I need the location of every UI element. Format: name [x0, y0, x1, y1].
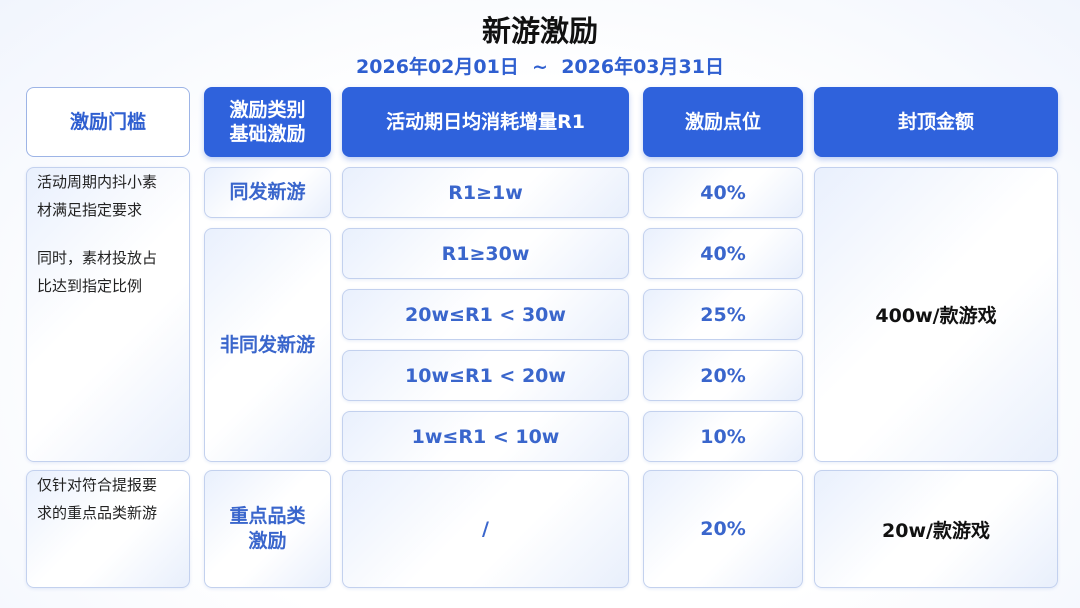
threshold-text: 活动周期内抖小素材满足指定要求: [37, 173, 158, 219]
rate-cell: 40%: [643, 167, 803, 218]
header-text: 激励类别: [229, 99, 306, 121]
range-cell: 20w≤R1 < 30w: [342, 289, 629, 340]
rate-text: 20%: [700, 518, 746, 540]
category-text: 重点品类激励: [229, 505, 306, 552]
rate-cell: 25%: [643, 289, 803, 340]
cap-cell: 400w/款游戏: [814, 167, 1058, 462]
column-header: 激励类别 基础激励: [204, 87, 331, 157]
title: 新游激励: [481, 14, 598, 48]
category-cell: 非同发新游: [204, 228, 331, 462]
range-text: 20w≤R1 < 30w: [405, 303, 566, 326]
threshold-cell: 仅针对符合提报要求的重点品类新游: [26, 470, 190, 588]
column-header: 活动期日均消耗增量R1: [342, 87, 629, 157]
range-text: R1≥1w: [448, 181, 523, 204]
header-text: 激励点位: [684, 111, 761, 133]
rate-cell: 10%: [643, 411, 803, 462]
range-text: /: [482, 518, 489, 540]
header-text: 基础激励: [229, 123, 306, 145]
cap-cell: 20w/款游戏: [814, 470, 1058, 588]
range-text: R1≥30w: [441, 242, 530, 265]
threshold-text: 同时，素材投放占比达到指定比例: [37, 249, 158, 295]
range-cell: /: [342, 470, 629, 588]
header-text: 封顶金额: [897, 111, 974, 133]
column-header: 激励门槛: [26, 87, 190, 157]
range-cell: 1w≤R1 < 10w: [342, 411, 629, 462]
rate-cell: 20%: [643, 350, 803, 401]
rate-cell: 20%: [643, 470, 803, 588]
rate-cell: 40%: [643, 228, 803, 279]
threshold-cell: 活动周期内抖小素材满足指定要求 同时，素材投放占比达到指定比例: [26, 167, 190, 462]
category-cell: 同发新游: [204, 167, 331, 218]
range-cell: R1≥1w: [342, 167, 629, 218]
threshold-text: 仅针对符合提报要求的重点品类新游: [37, 476, 158, 522]
header-text: 活动期日均消耗增量R1: [386, 111, 585, 133]
rate-text: 10%: [700, 425, 746, 448]
range-cell: 10w≤R1 < 20w: [342, 350, 629, 401]
rate-text: 40%: [700, 181, 746, 204]
date-range: 2026年02月01日 ~ 2026年03月31日: [356, 56, 724, 78]
rate-text: 40%: [700, 242, 746, 265]
range-cell: R1≥30w: [342, 228, 629, 279]
cap-text: 20w/款游戏: [882, 519, 990, 542]
category-text: 非同发新游: [219, 333, 315, 356]
column-header: 封顶金额: [814, 87, 1058, 157]
header-text: 激励门槛: [69, 111, 146, 133]
rate-text: 20%: [700, 364, 746, 387]
category-text: 同发新游: [229, 181, 306, 203]
column-header: 激励点位: [643, 87, 803, 157]
range-text: 10w≤R1 < 20w: [405, 364, 566, 387]
rate-text: 25%: [700, 303, 746, 326]
range-text: 1w≤R1 < 10w: [411, 425, 560, 448]
cap-text: 400w/款游戏: [875, 305, 997, 327]
category-cell: 重点品类激励: [204, 470, 331, 588]
